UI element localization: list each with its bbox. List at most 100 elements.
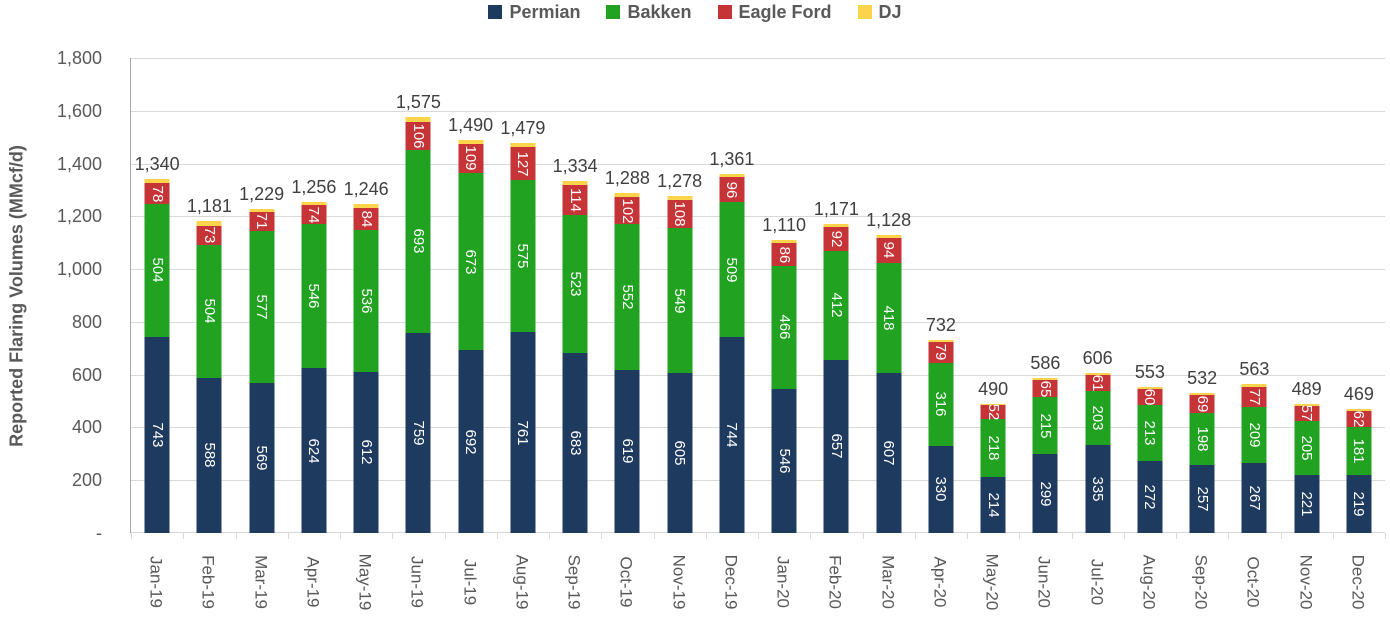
bar-segment-value: 109	[462, 145, 480, 171]
x-tick-label: Jun-20	[1034, 556, 1054, 608]
bar-total-label: 1,171	[813, 199, 859, 219]
legend: Permian Bakken Eagle Ford DJ	[0, 3, 1390, 21]
bar-segment-dj	[405, 117, 431, 122]
bar-segment-eagle-ford: 78	[144, 183, 170, 204]
legend-swatch-icon	[717, 5, 732, 19]
bar-segment-bakken: 203	[1085, 391, 1111, 445]
bar-segment-value: 673	[462, 249, 480, 275]
bar-segment-value: 693	[409, 228, 427, 254]
x-axis-tick	[1019, 533, 1021, 539]
x-axis-tick	[1385, 533, 1386, 539]
x-label-column: Nov-19	[653, 539, 705, 625]
bar-segment-dj	[614, 193, 640, 198]
bar-segment-bakken: 504	[144, 203, 170, 337]
bar-stack: 546 466 86	[771, 240, 797, 533]
bar-stack: 761 575 127	[510, 142, 536, 533]
x-tick-label: Dec-19	[721, 554, 741, 610]
bar-segment-value: 257	[1193, 486, 1211, 512]
bar-segment-dj	[771, 240, 797, 244]
x-tick-label: Aug-19	[512, 554, 532, 610]
bar-stack: 759 693 106	[405, 117, 431, 533]
x-axis-tick	[1332, 533, 1334, 539]
plot-area: 743 504 78 1,340 588 504 73 1,181 569 577 71 1,229 6…	[130, 58, 1386, 539]
bar-stack: 221 205 57	[1294, 403, 1320, 533]
bar-segment-eagle-ford: 62	[1346, 411, 1372, 428]
bar-segment-value: 181	[1350, 438, 1368, 464]
bar-segment-eagle-ford: 127	[510, 146, 536, 181]
x-label-column: Apr-20	[914, 539, 966, 625]
bar-segment-bakken: 205	[1294, 420, 1320, 475]
bar-segment-eagle-ford: 114	[562, 184, 588, 215]
y-tick-label: 1,400	[56, 153, 102, 174]
bar-column-may-19: 612 536 84 1,246	[340, 58, 392, 533]
bar-segment-bakken: 693	[405, 149, 431, 333]
bar-segment-value: 127	[514, 151, 532, 177]
x-tick-label: Jan-19	[146, 556, 166, 608]
bar-stack: 744 509 96	[719, 173, 745, 533]
bar-segment-value: 577	[253, 294, 271, 320]
bar-segment-bakken: 466	[771, 265, 797, 389]
legend-label: Bakken	[627, 2, 692, 22]
gridline	[131, 321, 1385, 323]
x-axis-tick	[705, 533, 707, 539]
bar-segment-dj	[823, 224, 849, 227]
bar-segment-bakken: 504	[196, 244, 222, 378]
bar-segment-bakken: 523	[562, 214, 588, 353]
bar-segment-permian: 607	[876, 372, 902, 533]
bar-total-label: 1,361	[709, 148, 755, 169]
x-axis-tick	[1280, 533, 1282, 539]
bar-segment-bakken: 316	[928, 362, 954, 446]
bar-segment-dj	[1241, 384, 1267, 388]
bar-segment-eagle-ford: 77	[1241, 387, 1267, 408]
bar-segment-value: 744	[723, 422, 741, 448]
legend-swatch-icon	[857, 5, 872, 19]
bar-segment-eagle-ford: 108	[667, 199, 693, 229]
bar-column-aug-20: 272 213 60 553	[1124, 58, 1176, 533]
bar-total-label: 553	[1134, 362, 1165, 383]
bar-total-label: 1,479	[500, 117, 546, 138]
x-label-column: Dec-20	[1332, 539, 1384, 625]
bar-segment-dj	[719, 173, 745, 178]
bar-segment-bakken: 673	[458, 172, 484, 351]
bar-segment-eagle-ford: 96	[719, 177, 745, 203]
bar-segment-bakken: 577	[249, 230, 275, 383]
bar-total-label: 1,278	[657, 170, 703, 191]
bar-segment-permian: 743	[144, 336, 170, 533]
bar-column-oct-20: 267 209 77 563	[1228, 58, 1280, 533]
bar-segment-value: 575	[514, 243, 532, 269]
bar-column-feb-20: 657 412 92 1,171	[810, 58, 862, 533]
x-tick-label: Mar-20	[878, 555, 898, 609]
x-tick-label: Mar-19	[251, 555, 271, 609]
bar-total-label: 1,490	[448, 114, 494, 135]
bar-column-dec-19: 744 509 96 1,361	[706, 58, 758, 533]
bar-segment-value: 692	[462, 429, 480, 455]
bar-segment-value: 412	[827, 292, 845, 318]
bar-segment-eagle-ford: 106	[405, 121, 431, 150]
bar-column-jul-20: 335 203 61 606	[1072, 58, 1124, 533]
gridline	[131, 163, 1385, 165]
bar-segment-value: 221	[1298, 491, 1316, 517]
bar-segment-value: 79	[932, 343, 950, 361]
bar-segment-bakken: 218	[980, 419, 1006, 477]
legend-item-eagle-ford: Eagle Ford	[717, 3, 832, 21]
bar-column-jun-20: 299 215 65 586	[1019, 58, 1071, 533]
bar-total-label: 489	[1291, 378, 1322, 399]
x-label-column: Mar-20	[862, 539, 914, 625]
bar-segment-value: 624	[305, 438, 323, 464]
legend-label: Permian	[509, 2, 581, 22]
gridline	[131, 110, 1385, 112]
bar-segment-dj	[458, 139, 484, 145]
bar-segment-value: 683	[566, 430, 584, 456]
x-label-column: May-19	[339, 539, 391, 625]
x-tick-label: Jan-20	[773, 556, 793, 608]
x-axis-tick	[653, 533, 655, 539]
bar-segment-eagle-ford: 61	[1085, 375, 1111, 391]
bar-total-label: 606	[1082, 348, 1113, 369]
bar-segment-value: 504	[200, 298, 218, 324]
bar-segment-value: 77	[1245, 388, 1263, 406]
bar-segment-value: 335	[1089, 476, 1107, 502]
bar-segment-value: 657	[827, 433, 845, 459]
x-axis-tick	[235, 533, 237, 539]
bar-total-label: 1,334	[552, 155, 598, 176]
